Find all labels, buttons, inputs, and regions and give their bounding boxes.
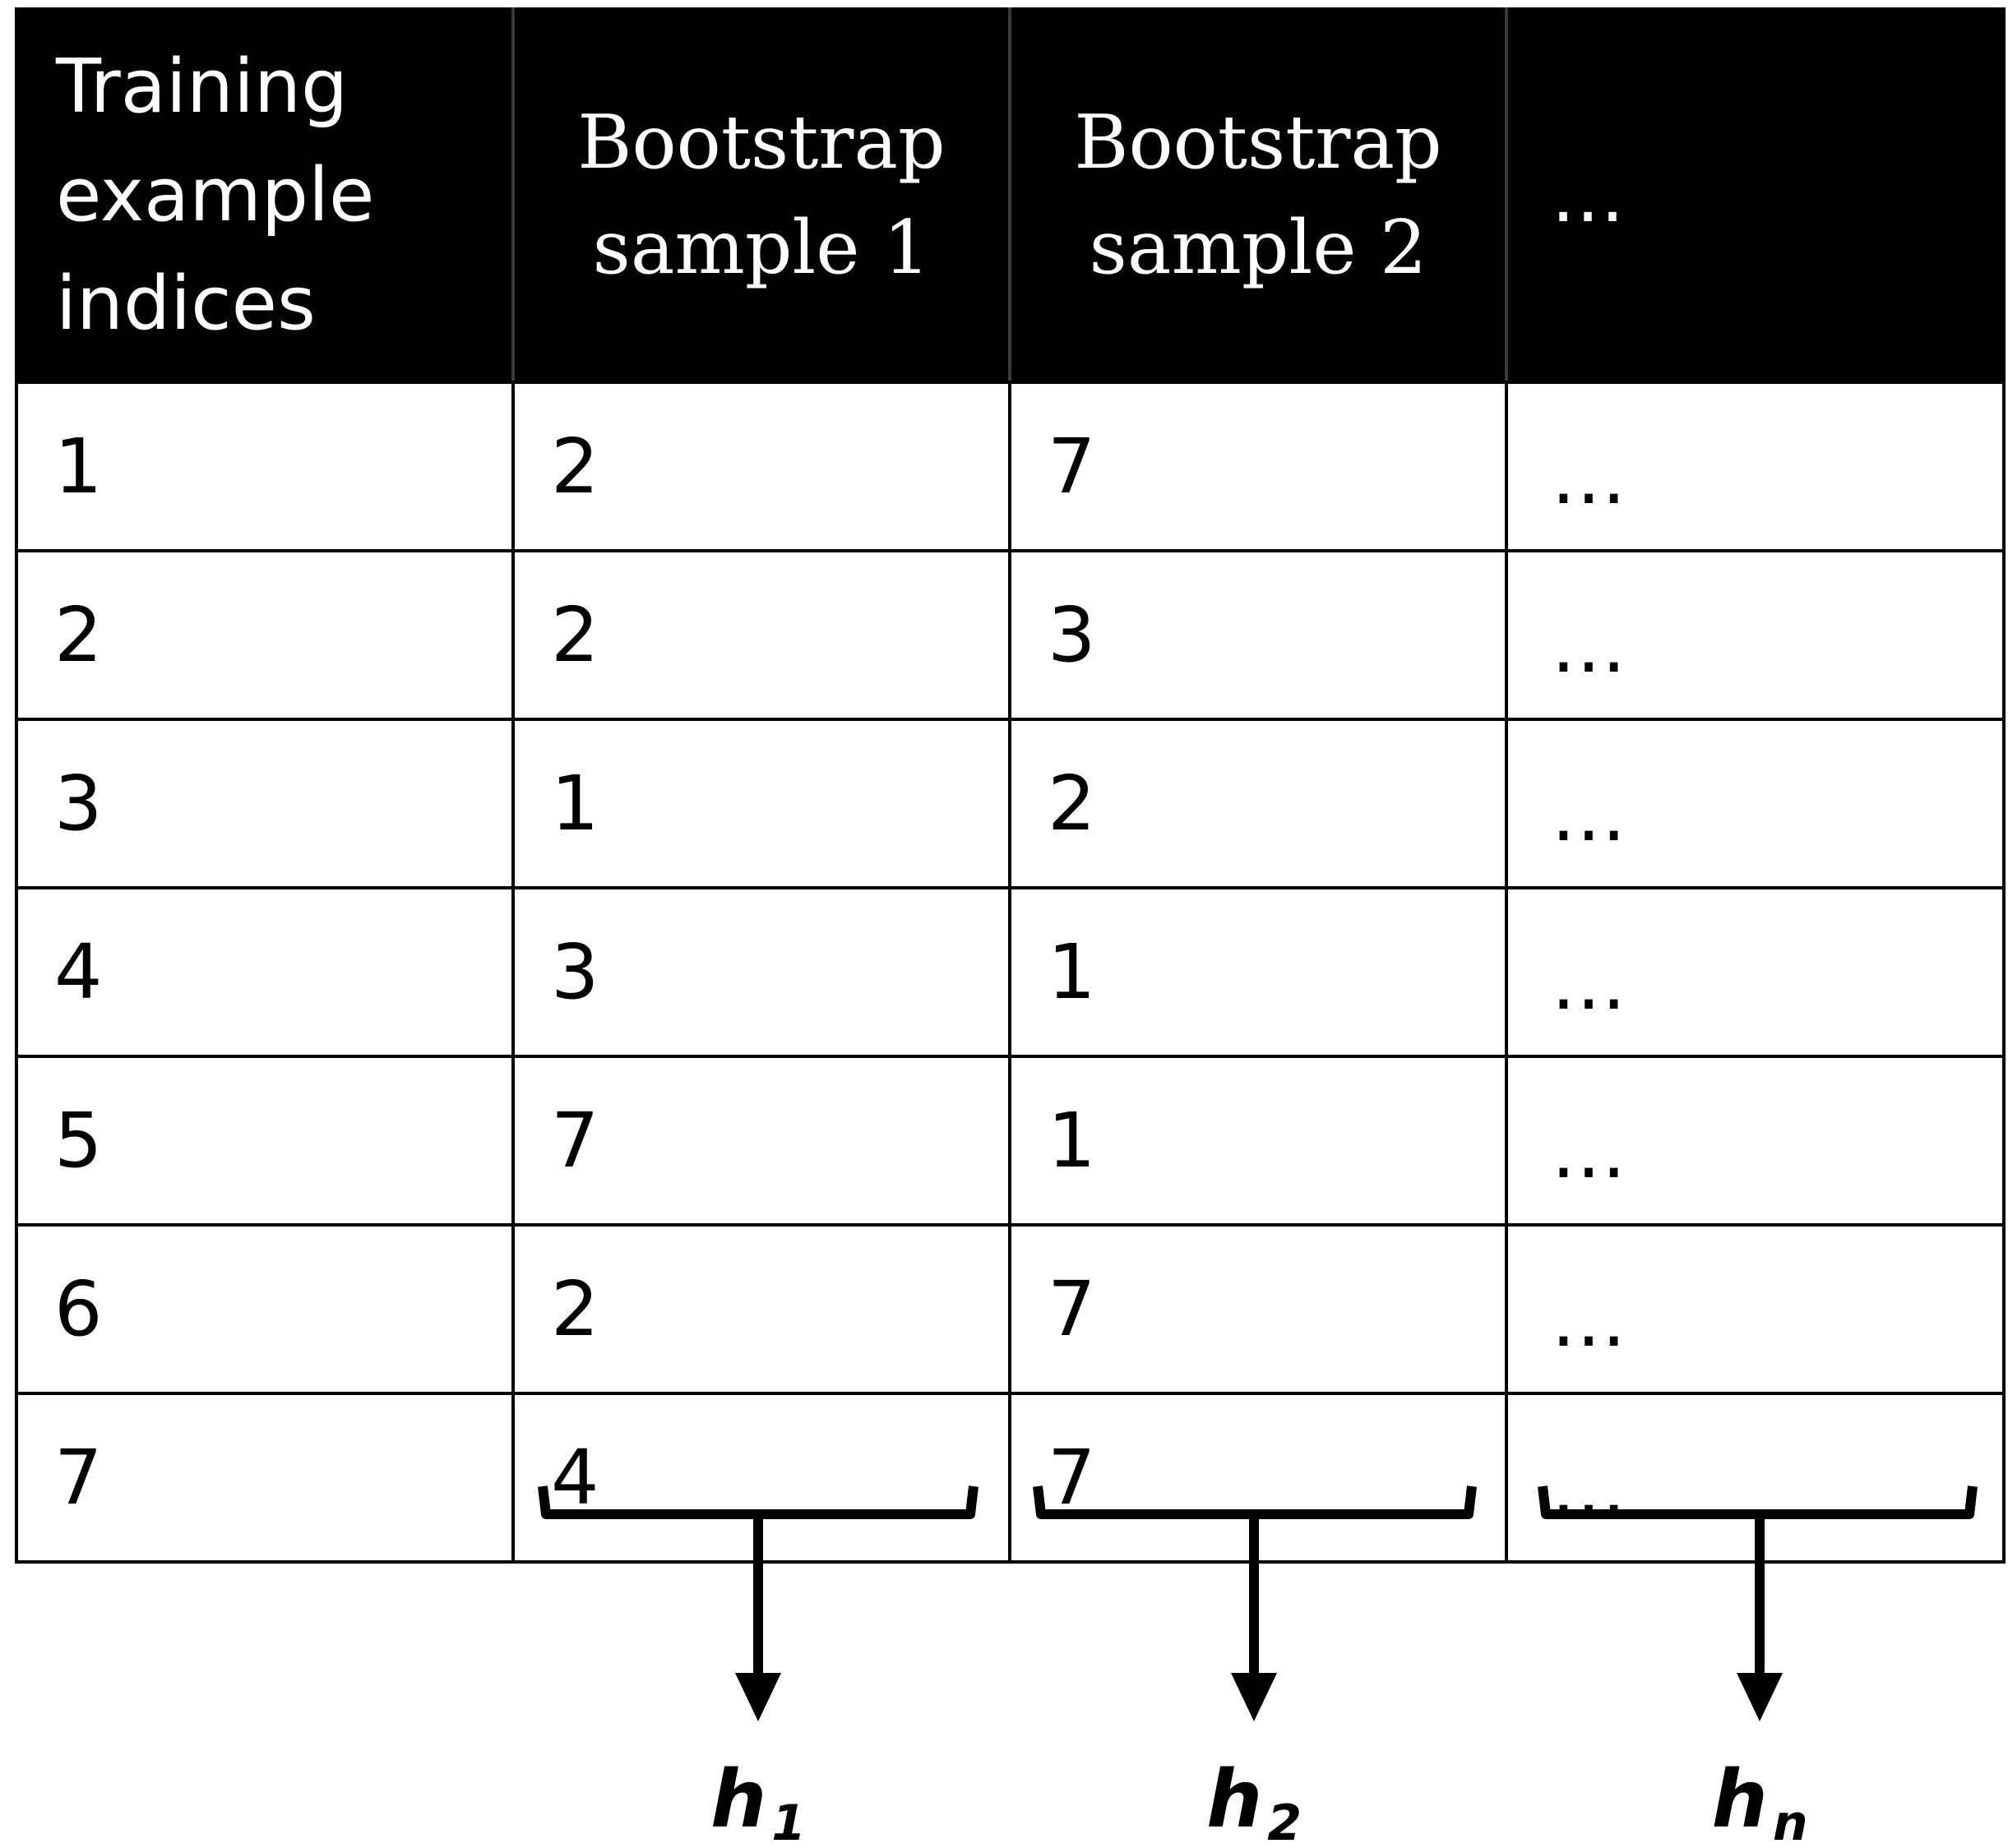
header-line: … (1551, 152, 1625, 239)
cell-ellipsis: … (1505, 886, 2006, 1058)
header-line: sample 2 (1089, 205, 1427, 291)
header-line: sample 1 (592, 205, 931, 291)
classifier-subscript: 2 (1267, 1795, 1302, 1848)
header-row: Training example indices Bootstrap sampl… (15, 7, 2006, 384)
table-row: 2 2 3 … (15, 549, 2006, 721)
bracket-sample-n (1538, 1485, 1978, 1519)
arrow-head-sample-n (1737, 1673, 1783, 1721)
cell-index: 5 (15, 1055, 515, 1227)
header-line: example (56, 152, 375, 238)
cell-sample-1: 3 (511, 886, 1011, 1058)
cell-sample-1: 2 (511, 549, 1011, 721)
bracket-sample-1 (538, 1485, 979, 1519)
classifier-base: h (1711, 1753, 1767, 1846)
cell-index: 4 (15, 886, 515, 1058)
cell-index: 3 (15, 718, 515, 889)
cell-index: 2 (15, 549, 515, 721)
table-row: 5 7 1 … (15, 1055, 2006, 1227)
cell-sample-2: 7 (1008, 1223, 1508, 1395)
table-row: 4 3 1 … (15, 886, 2006, 1058)
header-ellipsis: … (1505, 7, 2006, 384)
cell-index: 1 (15, 381, 515, 552)
cell-sample-1: 7 (511, 1055, 1011, 1227)
cell-sample-2: 7 (1008, 381, 1508, 552)
bootstrap-table: Training example indices Bootstrap sampl… (15, 7, 2006, 1564)
cell-ellipsis: … (1505, 1223, 2006, 1395)
table-row: 3 1 2 … (15, 718, 2006, 889)
classifier-subscript: n (1773, 1795, 1808, 1848)
table-row: 1 2 7 … (15, 381, 2006, 552)
header-line: Bootstrap (577, 99, 946, 186)
cell-ellipsis: … (1505, 718, 2006, 889)
cell-ellipsis: … (1505, 549, 2006, 721)
cell-ellipsis: … (1505, 381, 2006, 552)
header-training-indices: Training example indices (15, 7, 515, 384)
arrow-head-sample-2 (1231, 1673, 1277, 1721)
cell-sample-2: 1 (1008, 886, 1508, 1058)
table-row: 7 4 7 … (15, 1392, 2006, 1564)
cell-sample-1: 2 (511, 381, 1011, 552)
classifier-base: h (1206, 1753, 1262, 1846)
bracket-sample-2 (1033, 1485, 1477, 1519)
cell-sample-2: 3 (1008, 549, 1508, 721)
cell-index: 7 (15, 1392, 515, 1564)
classifier-base: h (710, 1753, 766, 1846)
header-line: indices (56, 261, 316, 347)
arrow-head-sample-1 (735, 1673, 781, 1721)
table-row: 6 2 7 … (15, 1223, 2006, 1395)
cell-sample-2: 2 (1008, 718, 1508, 889)
cell-index: 6 (15, 1223, 515, 1395)
header-line: Training (56, 44, 349, 130)
cell-ellipsis: … (1505, 1055, 2006, 1227)
cell-sample-1: 2 (511, 1223, 1011, 1395)
cell-sample-2: 1 (1008, 1055, 1508, 1227)
header-line: Bootstrap (1074, 99, 1442, 186)
header-bootstrap-sample-2: Bootstrap sample 2 (1008, 7, 1508, 384)
classifier-subscript: 1 (771, 1795, 806, 1848)
cell-sample-1: 1 (511, 718, 1011, 889)
header-bootstrap-sample-1: Bootstrap sample 1 (511, 7, 1011, 384)
